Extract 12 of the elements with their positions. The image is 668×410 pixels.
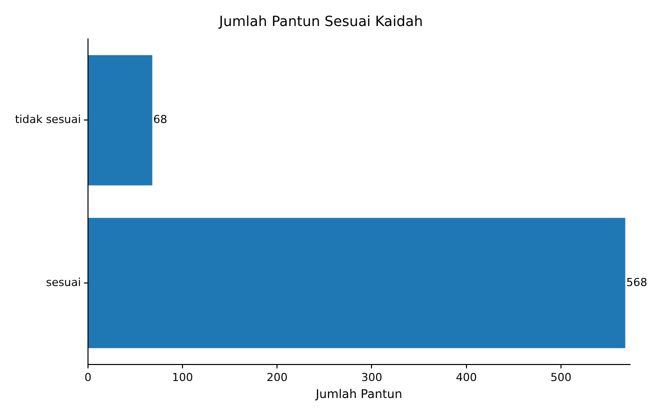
data-label: 68 bbox=[153, 113, 168, 126]
y-tick-label: sesuai bbox=[46, 276, 81, 289]
x-tick-label: 0 bbox=[84, 370, 92, 384]
x-tick-label: 300 bbox=[361, 370, 382, 384]
x-tick-label: 500 bbox=[550, 370, 572, 384]
x-tick-label: 200 bbox=[266, 370, 288, 384]
x-axis-title: Jumlah Pantun bbox=[314, 386, 402, 401]
x-tick-label: 100 bbox=[172, 370, 194, 384]
y-tick-label: tidak sesuai bbox=[14, 113, 81, 126]
x-tick-label: 400 bbox=[456, 370, 477, 384]
data-label: 568 bbox=[626, 276, 648, 289]
chart-title: Jumlah Pantun Sesuai Kaidah bbox=[218, 14, 423, 30]
